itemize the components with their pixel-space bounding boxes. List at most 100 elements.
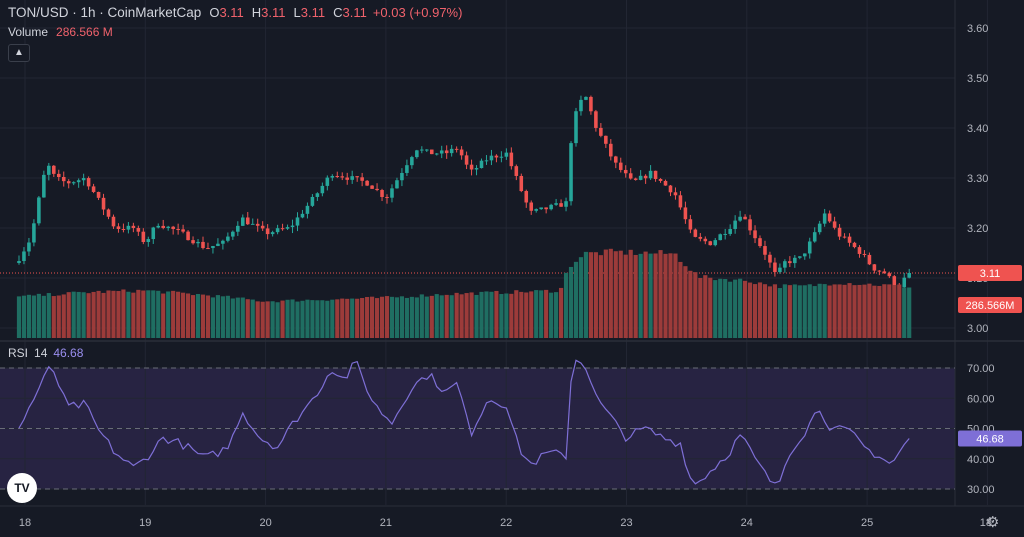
close-value: 3.11 — [342, 5, 367, 20]
volume-bar — [215, 295, 221, 338]
volume-bar — [499, 294, 504, 338]
candle — [638, 175, 643, 180]
volume-bar — [444, 294, 449, 338]
candle — [668, 185, 673, 193]
candle — [434, 153, 439, 155]
candle — [320, 185, 325, 194]
volume-bar — [733, 279, 738, 338]
rsi-badge: 46.68 — [976, 434, 1004, 446]
rsi-period: 14 — [34, 346, 48, 360]
candle — [17, 260, 21, 263]
volume-bar — [151, 290, 156, 338]
volume-bar — [817, 283, 822, 338]
candle — [857, 247, 862, 254]
volume-bar — [126, 291, 131, 338]
volume-bar — [484, 291, 489, 338]
candle — [544, 207, 548, 210]
candle — [385, 196, 389, 198]
time-tick-label: 19 — [139, 517, 151, 529]
candle — [216, 243, 220, 246]
candle — [295, 217, 300, 226]
candle — [146, 239, 151, 243]
candle — [847, 236, 852, 243]
candle — [32, 223, 36, 243]
rsi-value: 46.68 — [53, 346, 84, 360]
candle — [663, 180, 668, 186]
candle — [758, 238, 762, 247]
candle — [151, 227, 156, 240]
candle — [415, 150, 419, 158]
volume-bar — [86, 293, 91, 338]
volume-bar — [469, 292, 474, 338]
volume-bar — [171, 290, 176, 338]
volume-bar — [384, 296, 390, 338]
candle — [81, 178, 86, 181]
volume-bar — [424, 296, 429, 338]
candle — [116, 226, 121, 230]
volume-label[interactable]: Volume — [8, 25, 49, 39]
candle — [42, 174, 46, 198]
rsi-line — [18, 359, 910, 485]
tradingview-logo[interactable]: TV — [7, 473, 37, 503]
candle — [628, 173, 633, 179]
candle — [479, 160, 484, 169]
volume-bar — [897, 284, 902, 338]
candle — [534, 209, 538, 211]
volume-bar — [738, 278, 743, 338]
volume-bar — [265, 301, 270, 338]
candle — [56, 173, 61, 177]
volume-bar — [404, 297, 409, 338]
candle — [420, 149, 424, 151]
volume-bar — [379, 296, 385, 338]
candle — [872, 264, 877, 271]
candle — [618, 162, 623, 170]
low-value: 3.11 — [300, 5, 326, 20]
candle — [753, 230, 757, 239]
volume-bar — [827, 285, 832, 338]
volume-bar — [747, 282, 753, 338]
volume-bar — [374, 298, 380, 338]
symbol-title[interactable]: TON/USD · 1h · CoinMarketCap — [8, 5, 202, 20]
candle — [464, 155, 469, 165]
volume-bar — [524, 292, 529, 338]
volume-bar — [643, 251, 648, 338]
candle — [370, 185, 374, 189]
volume-bar — [902, 287, 907, 338]
volume-bar — [205, 295, 211, 338]
candle — [673, 192, 678, 196]
volume-bar — [489, 291, 494, 338]
price-tick-label: 3.00 — [967, 323, 988, 335]
candle — [429, 149, 434, 155]
candle — [832, 221, 837, 228]
volume-bar — [235, 297, 240, 338]
volume-bar — [355, 298, 360, 338]
volume-bar — [439, 295, 444, 338]
collapse-legend-button[interactable]: ▲ — [8, 44, 30, 62]
volume-bar — [370, 296, 375, 338]
candle — [400, 172, 404, 181]
time-tick-label: 25 — [861, 517, 873, 529]
volume-bar — [36, 293, 41, 338]
volume-bar — [668, 253, 673, 338]
volume-bar — [51, 296, 56, 338]
rsi-label[interactable]: RSI — [8, 346, 29, 360]
candle — [131, 225, 136, 229]
candle — [425, 149, 429, 151]
candle — [191, 240, 195, 244]
rsi-legend: RSI 14 46.68 — [8, 346, 83, 360]
volume-bar — [454, 292, 459, 338]
volume-bar — [837, 284, 842, 338]
candle — [887, 273, 892, 277]
volume-bar — [111, 290, 116, 338]
volume-bar — [782, 284, 787, 338]
volume-bar — [598, 255, 603, 338]
gear-icon[interactable]: ⚙ — [986, 514, 1000, 531]
volume-bar — [21, 295, 27, 338]
time-tick-label: 24 — [741, 517, 753, 529]
candle — [623, 169, 628, 174]
candle — [589, 96, 593, 112]
candle — [713, 240, 718, 246]
volume-bar — [583, 251, 589, 338]
candle — [648, 170, 653, 179]
